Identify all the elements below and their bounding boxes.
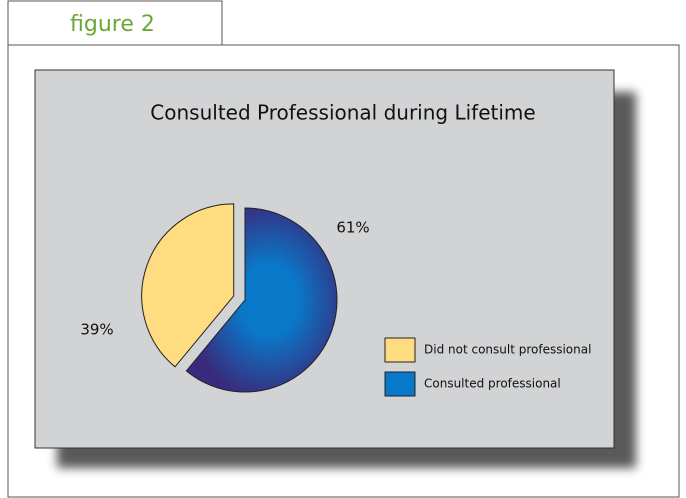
legend-swatch: [384, 371, 416, 397]
legend-swatch: [384, 337, 416, 363]
data-label: 61%: [336, 219, 369, 237]
pie-slice: [141, 203, 235, 368]
figure-label: figure 2: [70, 12, 155, 37]
chart-title: Consulted Professional during Lifetime: [150, 101, 535, 125]
data-label: 39%: [80, 321, 113, 339]
pie-slice: [185, 207, 338, 393]
legend-label: Consulted professional: [424, 377, 561, 391]
figure-tab: [7, 0, 223, 46]
legend-label: Did not consult professional: [424, 343, 591, 357]
